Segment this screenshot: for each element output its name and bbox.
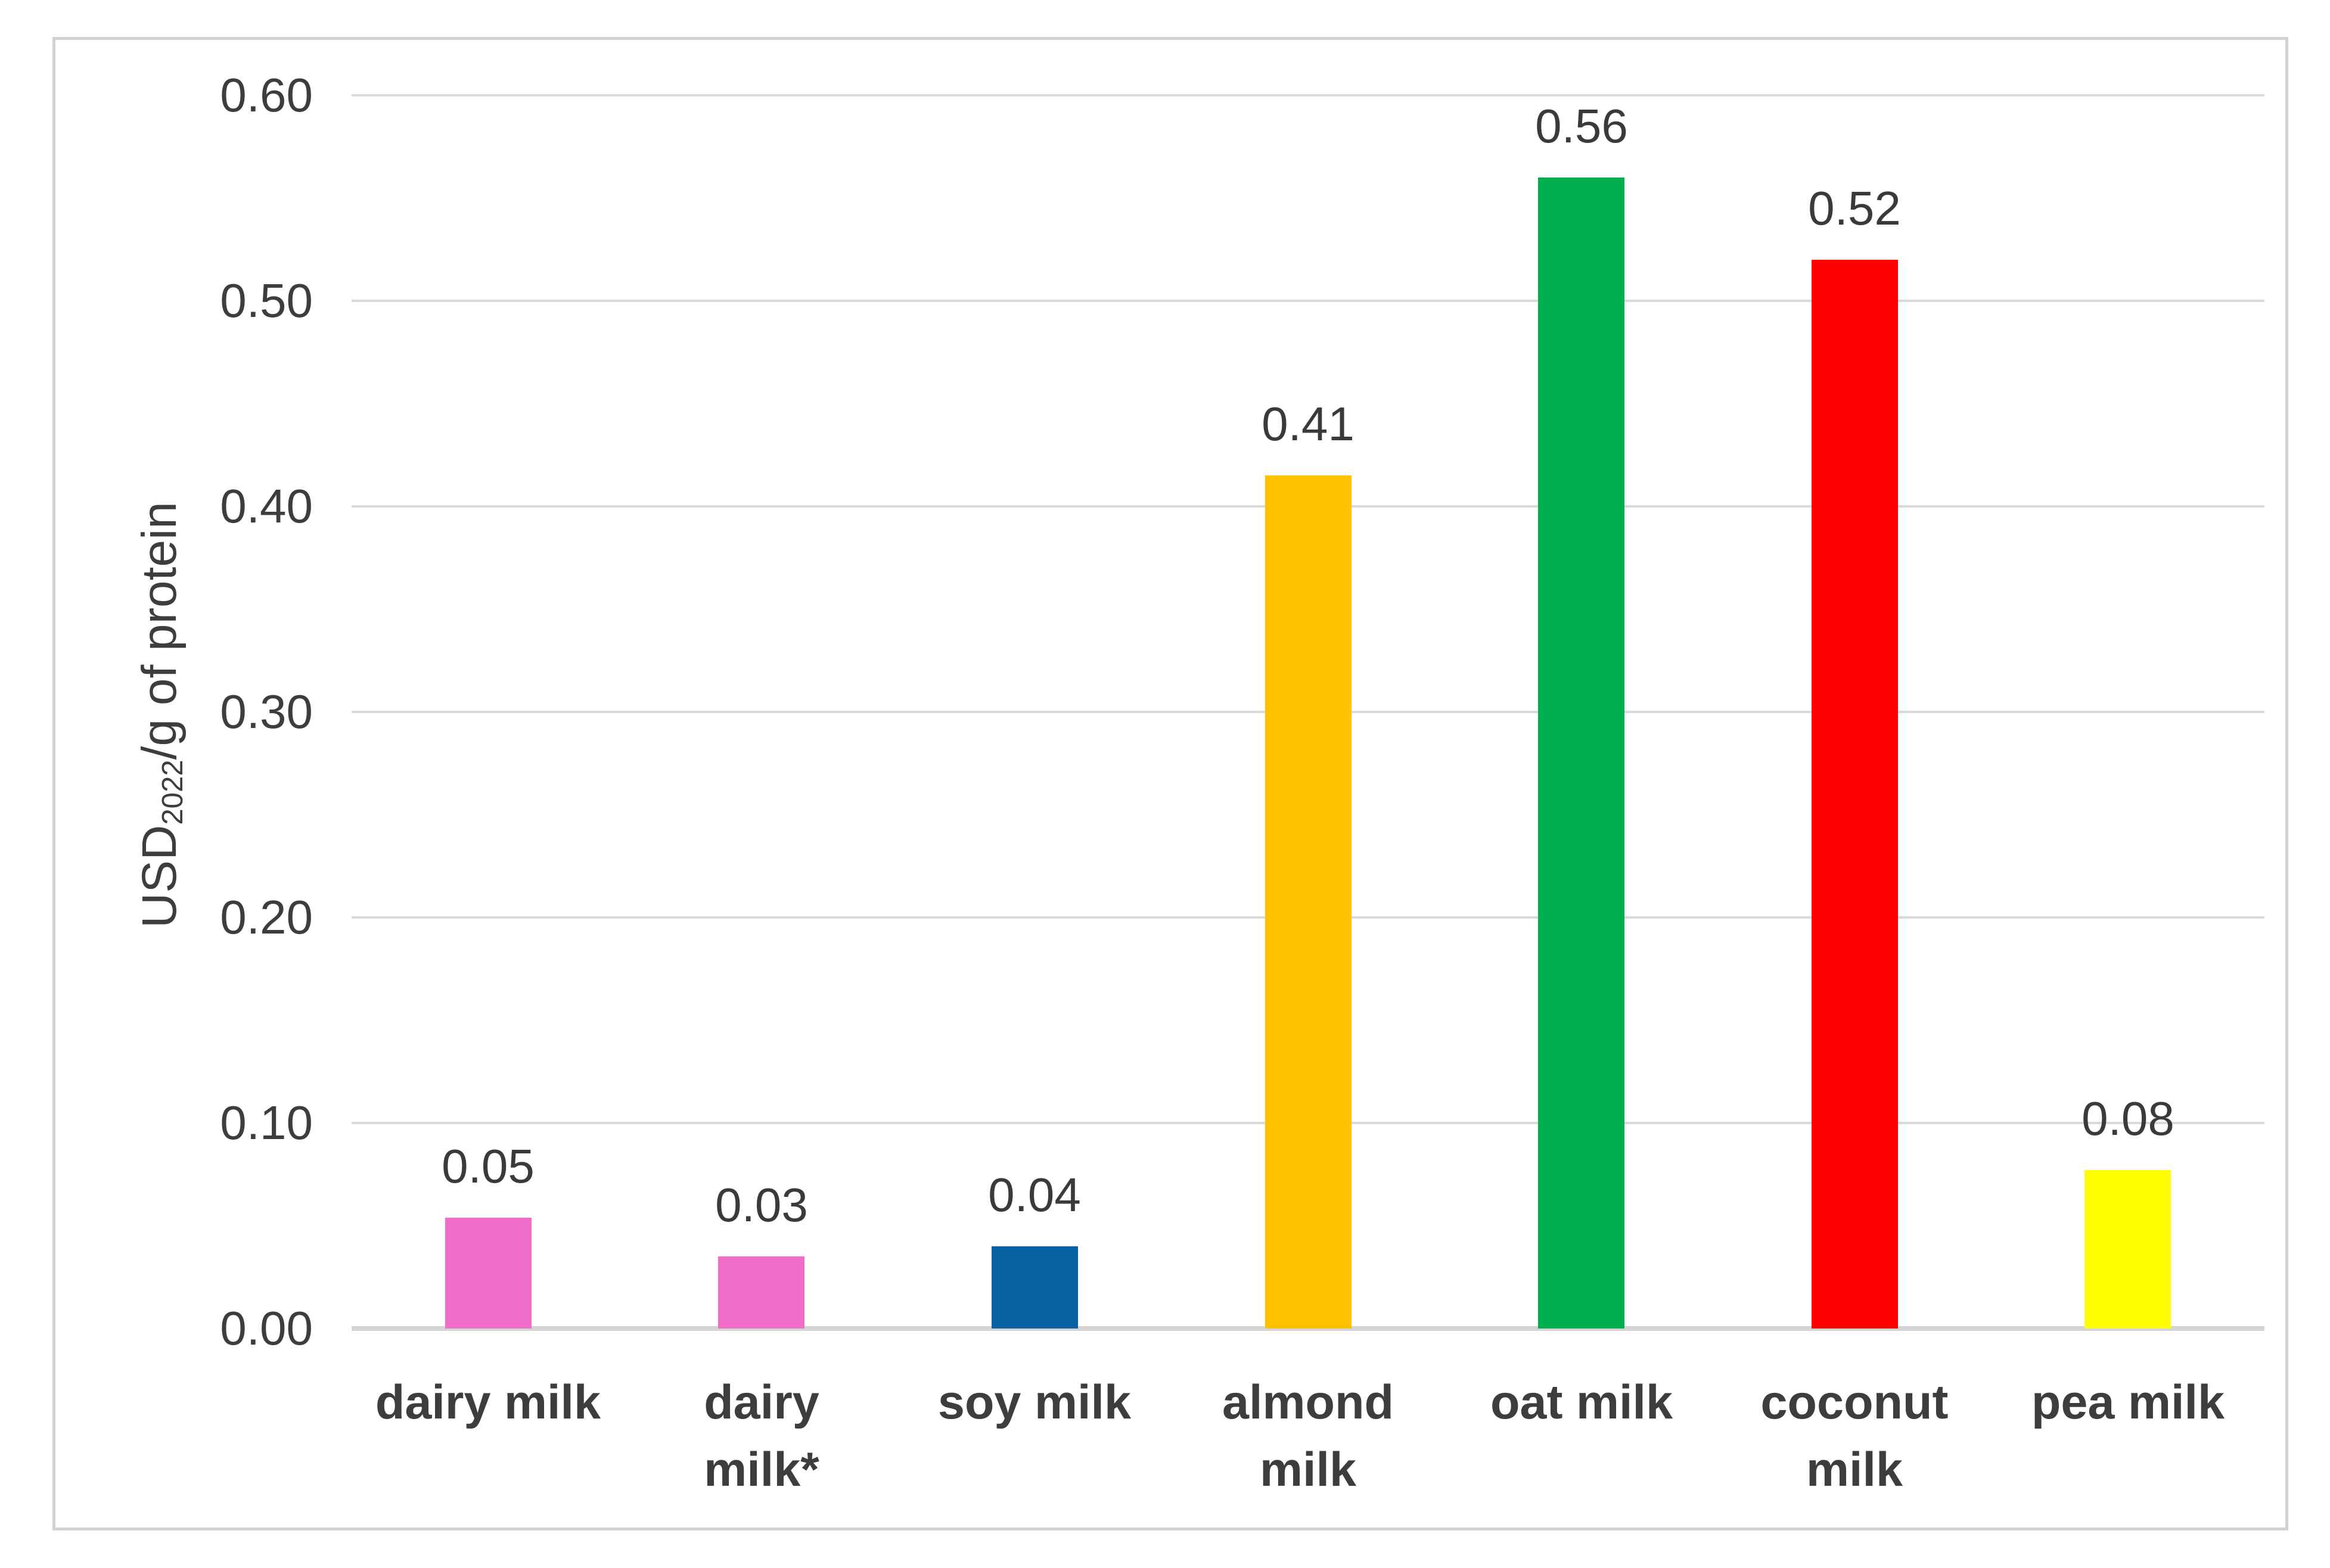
bar-oat-milk (1538, 178, 1624, 1329)
category-label-dairy-milk-star: dairy milk* (704, 1376, 819, 1497)
value-label-pea-milk: 0.08 (2082, 1092, 2174, 1145)
y-tick-label-0.60: 0.60 (220, 69, 313, 122)
y-axis-title: USD2022/g of protein (132, 502, 189, 928)
value-label-coconut-milk: 0.52 (1808, 182, 1901, 235)
x-axis-baseline (352, 1326, 2264, 1331)
value-label-soy-milk: 0.04 (988, 1168, 1081, 1221)
y-tick-label-0.30: 0.30 (220, 685, 313, 738)
category-label-coconut-milk: coconut milk (1760, 1376, 1949, 1497)
category-label-almond-milk: almond milk (1222, 1376, 1394, 1497)
value-label-almond-milk: 0.41 (1262, 397, 1354, 450)
y-axis-title-prefix: USD (132, 825, 187, 928)
y-tick-label-0.00: 0.00 (220, 1302, 313, 1355)
chart-frame (52, 37, 2288, 1530)
bar-coconut-milk (1812, 260, 1898, 1329)
y-tick-label-0.10: 0.10 (220, 1096, 313, 1149)
bar-pea-milk (2084, 1170, 2171, 1329)
y-axis-title-suffix: /g of protein (132, 502, 187, 760)
y-tick-label-0.20: 0.20 (220, 891, 313, 944)
y-axis-title-subscript: 2022 (156, 760, 189, 825)
category-label-pea-milk: pea milk (2031, 1376, 2225, 1429)
category-label-oat-milk: oat milk (1490, 1376, 1673, 1429)
bar-dairy-milk-star (718, 1256, 804, 1329)
y-tick-label-0.50: 0.50 (220, 274, 313, 327)
bar-almond-milk (1265, 475, 1352, 1329)
category-label-dairy-milk: dairy milk (375, 1376, 601, 1429)
value-label-dairy-milk-star: 0.03 (715, 1178, 808, 1231)
value-label-dairy-milk: 0.05 (442, 1140, 535, 1193)
bar-soy-milk (992, 1246, 1078, 1329)
y-tick-label-0.40: 0.40 (220, 480, 313, 533)
category-label-soy-milk: soy milk (937, 1376, 1132, 1429)
bar-dairy-milk (445, 1218, 532, 1329)
value-label-oat-milk: 0.56 (1535, 99, 1628, 153)
gridline-0.50 (352, 300, 2264, 302)
gridline-0.60 (352, 94, 2264, 97)
